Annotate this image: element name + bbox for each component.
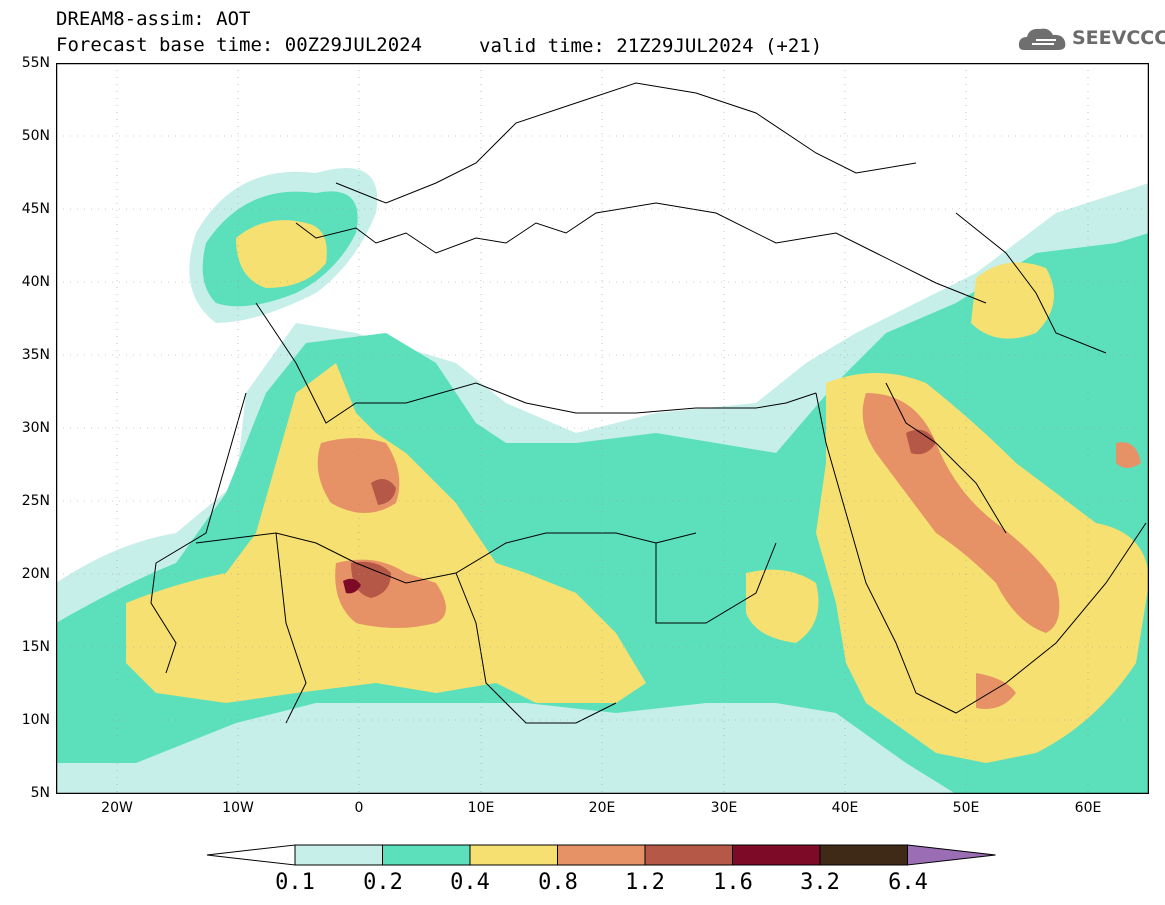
lat-label: 15N bbox=[21, 639, 50, 655]
colorbar-label: 1.6 bbox=[713, 870, 753, 895]
gridlines bbox=[56, 63, 1149, 794]
cloud-icon bbox=[1018, 28, 1066, 50]
colorbar-over-triangle bbox=[907, 844, 996, 866]
colorbar-segment bbox=[644, 844, 733, 866]
colorbar-label: 3.2 bbox=[800, 870, 840, 895]
lon-label: 30E bbox=[710, 800, 738, 816]
lon-label: 20E bbox=[588, 800, 616, 816]
lon-label: 40E bbox=[831, 800, 859, 816]
lat-label: 5N bbox=[30, 785, 50, 801]
lon-label: 10W bbox=[222, 800, 254, 816]
lon-label: 60E bbox=[1074, 800, 1102, 816]
aot-map bbox=[56, 63, 1149, 794]
lat-label: 30N bbox=[21, 420, 50, 436]
colorbar-segment bbox=[469, 844, 558, 866]
lat-label: 50N bbox=[21, 128, 50, 144]
colorbar-segment bbox=[732, 844, 821, 866]
colorbar-label: 0.4 bbox=[450, 870, 490, 895]
lat-label: 10N bbox=[21, 712, 50, 728]
colorbar bbox=[206, 844, 996, 866]
colorbar-label: 1.2 bbox=[625, 870, 665, 895]
lat-label: 45N bbox=[21, 201, 50, 217]
lon-label: 0 bbox=[354, 800, 364, 816]
colorbar-segment bbox=[557, 844, 646, 866]
lon-label: 10E bbox=[467, 800, 495, 816]
colorbar-label: 6.4 bbox=[888, 870, 928, 895]
map-frame bbox=[56, 63, 1149, 794]
colorbar-label: 0.2 bbox=[363, 870, 403, 895]
colorbar-label: 0.8 bbox=[538, 870, 578, 895]
aot-level-1-2 bbox=[351, 429, 936, 598]
lon-label: 20W bbox=[101, 800, 133, 816]
lat-label: 25N bbox=[21, 493, 50, 509]
lat-label: 20N bbox=[21, 566, 50, 582]
aot-level-1-6 bbox=[343, 578, 361, 594]
colorbar-under-triangle bbox=[206, 844, 296, 866]
lat-label: 35N bbox=[21, 347, 50, 363]
lat-label: 55N bbox=[21, 55, 50, 71]
coastlines bbox=[150, 82, 1147, 724]
colorbar-segment bbox=[819, 844, 908, 866]
lat-label: 40N bbox=[21, 274, 50, 290]
seevccc-logo-text: SEEVCCC bbox=[1072, 27, 1165, 49]
map-title: DREAM8-assim: AOT bbox=[56, 8, 251, 30]
forecast-base-time: Forecast base time: 00Z29JUL2024 bbox=[56, 34, 423, 56]
colorbar-segment bbox=[382, 844, 471, 866]
colorbar-label: 0.1 bbox=[275, 870, 315, 895]
lon-label: 50E bbox=[952, 800, 980, 816]
colorbar-segment bbox=[294, 844, 383, 866]
valid-time: valid time: 21Z29JUL2024 (+21) bbox=[479, 35, 823, 57]
